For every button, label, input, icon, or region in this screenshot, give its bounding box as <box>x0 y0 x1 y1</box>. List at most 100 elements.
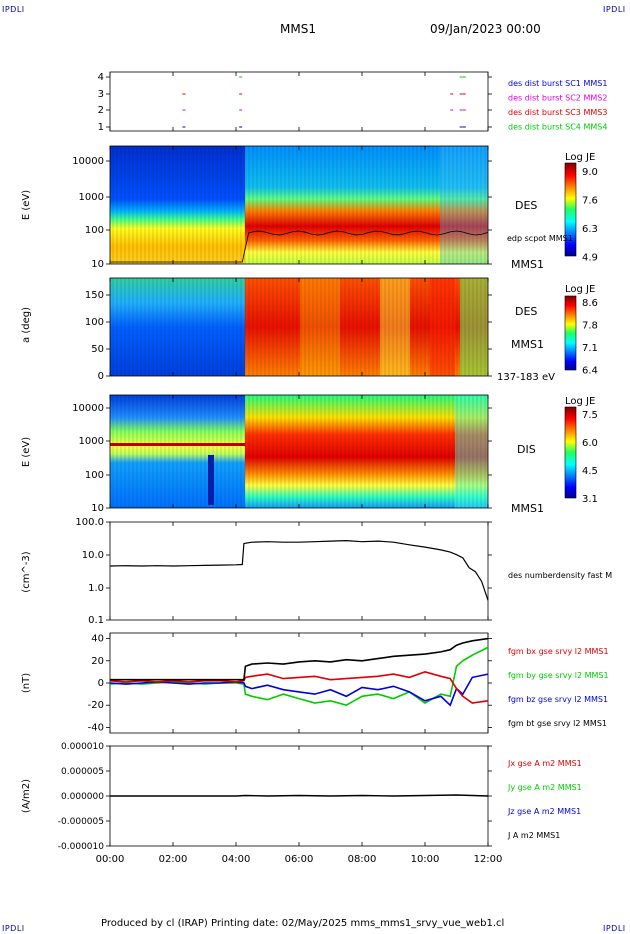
ytick-label: -40 <box>88 722 104 733</box>
ytick-label: 0 <box>98 678 104 689</box>
colorbar-dis-energy <box>564 406 577 499</box>
legend-density: des numberdensity fast M <box>508 571 612 580</box>
ylabel-des-energy: E (eV) <box>21 190 32 220</box>
panel-label-dis: DIS <box>517 443 536 456</box>
colorbar-tick: 7.1 <box>582 343 598 354</box>
des-pitch-angle-spectrogram <box>110 278 488 376</box>
ytick-label: 100 <box>85 225 104 236</box>
legend-burst: des dist burst SC1 MMS1 <box>508 79 607 88</box>
xtick-label: 04:00 <box>222 854 251 865</box>
colorbar-title: Log JE <box>565 284 595 295</box>
colorbar-tick: 4.9 <box>582 253 598 264</box>
ytick-label: 3 <box>98 89 104 100</box>
ytick-label: 4 <box>98 72 104 83</box>
panel-label-des: DES <box>515 305 537 318</box>
ytick-label: 10000 <box>72 403 104 414</box>
ytick-label: 1000 <box>79 192 104 203</box>
legend-burst: des dist burst SC2 MMS2 <box>508 94 607 103</box>
ytick-label: 0.000000 <box>61 792 104 802</box>
panel-label-mms1: MMS1 <box>511 338 544 351</box>
panel-frame-4 <box>109 521 489 621</box>
ytick-label: 150 <box>85 290 104 301</box>
colorbar-tick: 7.5 <box>582 410 598 421</box>
ytick-label: 50 <box>91 344 104 355</box>
xtick-label: 02:00 <box>159 854 188 865</box>
footer-credits: Produced by cl (IRAP) Printing date: 02/… <box>101 918 505 929</box>
ytick-label: 1.0 <box>88 583 104 594</box>
corner-label-tr: IPDLI <box>603 5 626 14</box>
ytick-label: 0.000005 <box>61 767 104 777</box>
legend-bfield: fgm bt gse srvy l2 MMS1 <box>508 719 607 728</box>
ytick-label: 100.0 <box>75 517 104 528</box>
ylabel-bfield: (nT) <box>21 673 32 693</box>
colorbar-des-pitch <box>564 295 577 371</box>
colorbar-tick: 4.5 <box>582 466 598 477</box>
overlay-scpot: edp scpot MMS1 <box>507 234 573 243</box>
xtick-label: 12:00 <box>474 854 503 865</box>
energy-range-label: 137-183 eV <box>497 372 555 383</box>
ytick-label: -0.000010 <box>58 842 104 852</box>
ytick-label: 100 <box>85 470 104 481</box>
corner-label-br: IPDLI <box>603 924 626 933</box>
des-energy-spectrogram <box>110 146 488 264</box>
ytick-label: 0 <box>98 371 104 382</box>
corner-label-bl: IPDLI <box>2 924 25 933</box>
ytick-label: 10 <box>91 503 104 514</box>
panel-label-des: DES <box>515 199 537 212</box>
legend-burst: des dist burst SC4 MMS4 <box>508 123 607 132</box>
datetime-title: 09/Jan/2023 00:00 <box>430 22 541 36</box>
legend-burst: des dist burst SC3 MMS3 <box>508 108 607 117</box>
legend-current: Jz gse A m2 MMS1 <box>507 807 581 816</box>
colorbar-tick: 6.4 <box>582 366 598 377</box>
panel-label-mms1: MMS1 <box>511 502 544 515</box>
xtick-label: 08:00 <box>348 854 377 865</box>
ytick-label: 1000 <box>79 436 104 447</box>
current-line <box>110 794 489 797</box>
panel-frame-0 <box>109 71 489 132</box>
colorbar-title: Log JE <box>565 152 595 163</box>
ytick-label: 0.1 <box>88 615 104 626</box>
legend-bfield: fgm bz gse srvy l2 MMS1 <box>508 695 608 704</box>
bfield-line <box>109 673 489 707</box>
ytick-label: 10.0 <box>82 550 104 561</box>
ytick-label: 20 <box>91 656 104 667</box>
ylabel-density: (cm^-3) <box>21 551 32 592</box>
xtick-label: 06:00 <box>285 854 314 865</box>
ytick-label: -20 <box>88 700 104 711</box>
colorbar-tick: 3.1 <box>582 494 598 505</box>
xtick-label: 10:00 <box>411 854 440 865</box>
ytick-label: 40 <box>91 634 104 645</box>
ytick-label: 100 <box>85 317 104 328</box>
ylabel-pitch: a (deg) <box>21 307 32 343</box>
bfield-line <box>109 646 489 707</box>
ytick-label: 0.000010 <box>61 742 104 752</box>
xtick-label: 00:00 <box>96 854 125 865</box>
colorbar-title: Log JE <box>565 396 595 407</box>
bfield-line <box>110 637 489 681</box>
legend-current: J A m2 MMS1 <box>507 831 560 840</box>
density-line <box>109 539 489 601</box>
ytick-label: 10 <box>91 259 104 270</box>
legend-current: Jx gse A m2 MMS1 <box>507 759 582 768</box>
bfield-line <box>109 671 489 704</box>
colorbar-tick: 7.8 <box>582 321 598 332</box>
corner-label-tl: IPDLI <box>2 5 25 14</box>
spacecraft-title: MMS1 <box>280 22 316 36</box>
ylabel-dis-energy: E (eV) <box>21 437 32 467</box>
colorbar-tick: 7.6 <box>582 196 598 207</box>
ytick-label: -0.000005 <box>58 817 104 827</box>
panel-label-mms1: MMS1 <box>511 258 544 271</box>
ylabel-current: (A/m2) <box>21 779 32 813</box>
colorbar-tick: 8.6 <box>582 298 598 309</box>
colorbar-tick: 6.3 <box>582 224 598 235</box>
colorbar-tick: 6.0 <box>582 438 598 449</box>
dis-energy-spectrogram <box>110 395 488 508</box>
legend-bfield: fgm by gse srvy l2 MMS1 <box>508 671 609 680</box>
ytick-label: 1 <box>98 122 104 133</box>
legend-bfield: fgm bx gse srvy l2 MMS1 <box>508 647 609 656</box>
ytick-label: 10000 <box>72 156 104 167</box>
legend-current: Jy gse A m2 MMS1 <box>507 783 582 792</box>
colorbar-tick: 9.0 <box>582 167 598 178</box>
ytick-label: 2 <box>98 105 104 116</box>
